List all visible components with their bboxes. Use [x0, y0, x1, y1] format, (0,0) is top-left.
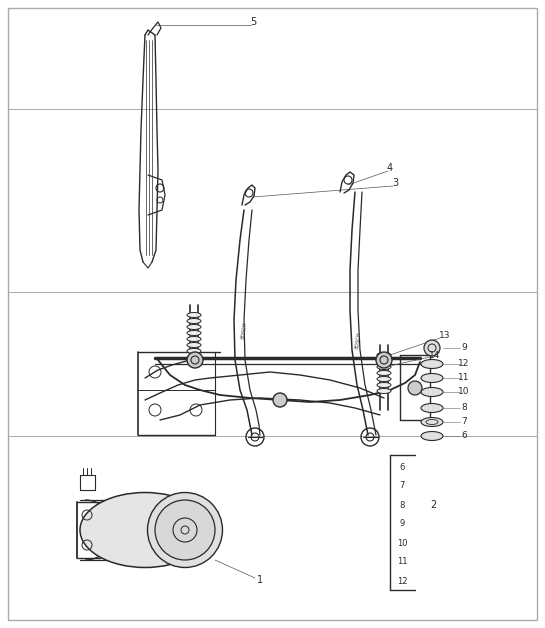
Text: 13: 13 — [439, 330, 451, 340]
Text: 4: 4 — [387, 163, 393, 173]
Ellipse shape — [421, 374, 443, 382]
Text: 2: 2 — [430, 500, 436, 510]
Ellipse shape — [187, 318, 201, 323]
Ellipse shape — [187, 349, 201, 354]
Ellipse shape — [187, 337, 201, 342]
Circle shape — [155, 500, 215, 560]
Text: 12: 12 — [458, 359, 470, 369]
Ellipse shape — [421, 359, 443, 369]
Ellipse shape — [377, 371, 391, 376]
Text: 10: 10 — [397, 538, 407, 548]
Text: 9: 9 — [399, 519, 404, 529]
Ellipse shape — [187, 330, 201, 335]
Ellipse shape — [377, 377, 391, 381]
Ellipse shape — [80, 492, 210, 568]
Ellipse shape — [187, 325, 201, 330]
Circle shape — [424, 340, 440, 356]
Text: BOSCH: BOSCH — [240, 321, 247, 339]
Text: 9: 9 — [461, 344, 467, 352]
Text: 7: 7 — [461, 418, 467, 426]
Ellipse shape — [377, 382, 391, 387]
Circle shape — [273, 393, 287, 407]
Ellipse shape — [377, 364, 391, 369]
Ellipse shape — [421, 431, 443, 440]
Text: 12: 12 — [397, 577, 407, 585]
Ellipse shape — [148, 492, 222, 568]
Text: 6: 6 — [399, 462, 405, 472]
Ellipse shape — [187, 342, 201, 347]
Text: 5: 5 — [250, 17, 256, 27]
Text: 8: 8 — [461, 404, 467, 413]
Text: 10: 10 — [458, 387, 470, 396]
Text: 6: 6 — [461, 431, 467, 440]
Circle shape — [187, 352, 203, 368]
Text: BOSCH: BOSCH — [354, 331, 362, 349]
Text: 11: 11 — [397, 558, 407, 566]
Ellipse shape — [421, 418, 443, 426]
Ellipse shape — [421, 404, 443, 413]
Ellipse shape — [377, 389, 391, 394]
Text: 1: 1 — [257, 575, 263, 585]
Text: 8: 8 — [399, 501, 405, 509]
Text: 7: 7 — [399, 482, 405, 490]
Ellipse shape — [377, 359, 391, 364]
Text: 11: 11 — [458, 374, 470, 382]
Ellipse shape — [377, 352, 391, 357]
FancyBboxPatch shape — [8, 8, 537, 620]
Circle shape — [376, 352, 392, 368]
Circle shape — [408, 381, 422, 395]
Ellipse shape — [421, 387, 443, 396]
Text: 14: 14 — [429, 350, 441, 359]
Text: 3: 3 — [392, 178, 398, 188]
Ellipse shape — [187, 313, 201, 318]
